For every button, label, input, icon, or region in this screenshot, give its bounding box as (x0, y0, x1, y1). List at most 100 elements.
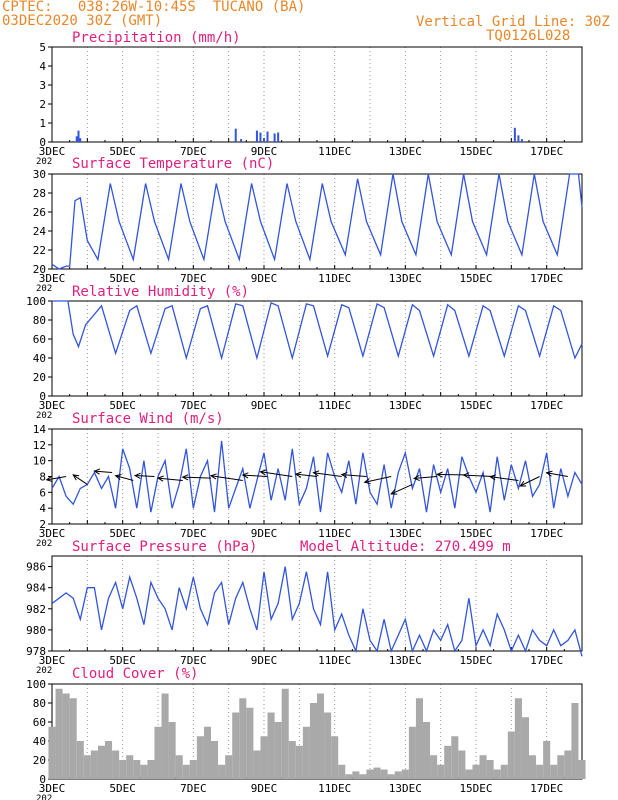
precipitation-panel: Precipitation (mm/h) 0 1 2 3 4 5 3DEC 5DEC 7DEC 9… (36, 30, 583, 167)
cloud-bar (295, 745, 303, 779)
wind-arrow (46, 476, 67, 481)
rh-x-tick-label: 5DEC (109, 399, 136, 412)
rh-x-tick-label: 13DEC (389, 399, 422, 412)
cloud-x-tick-label: 17DEC (530, 782, 563, 795)
precip-bar (234, 128, 237, 142)
wind-y-tick-label: 14 (33, 423, 47, 436)
cloud-bar (147, 760, 155, 779)
rh-y-tick-label: 20 (33, 371, 46, 384)
cloud-bar (182, 764, 190, 779)
cloud-bar (317, 693, 325, 779)
cloud-bar (423, 722, 431, 779)
wind-arrow (490, 476, 519, 481)
cloud-bar (55, 688, 63, 779)
cloud-bar (62, 693, 70, 779)
wind-arrow (115, 475, 134, 481)
cloud-x-tick-label: 11DEC (318, 782, 351, 795)
cloud-bar (493, 769, 501, 779)
wind-x-tick-label: 17DEC (530, 527, 563, 540)
precip-bar (277, 132, 280, 142)
cloud-bar (90, 750, 98, 779)
cloud-bar (154, 726, 162, 779)
header-model-id: TQ0126L028 (486, 28, 571, 44)
cloud-bar (175, 755, 183, 779)
pres-x-tick-label: 5DEC (109, 654, 136, 667)
wind-arrow-head (519, 480, 527, 487)
humidity-panel: Relative Humidity (%) 0 20 40 60 80 100 3DEC 5D… (26, 284, 583, 421)
cloud-bar (564, 750, 572, 779)
temp-year-label: 202 (36, 284, 52, 294)
precip-bar (273, 133, 276, 142)
wind-arrow-head (259, 469, 267, 476)
cloud-bar (465, 769, 473, 779)
wind-arrow (295, 473, 318, 477)
cloud-bar (211, 741, 219, 779)
rh-y-tick-label: 40 (33, 352, 46, 365)
cloud-bar (119, 760, 127, 779)
precip-bar (79, 138, 82, 142)
wind-x-tick-label: 15DEC (459, 527, 492, 540)
temperature-panel: Surface Temperature (nC) 20 22 24 26 28 30 3DE… (33, 156, 583, 294)
wind-year-label: 202 (36, 539, 52, 549)
wind-arrow (341, 474, 367, 477)
cloud-bar (133, 760, 141, 779)
wind-arrow (414, 476, 438, 479)
temp-x-tick-label: 9DEC (251, 272, 278, 285)
cloud-x-tick-label: 9DEC (251, 782, 278, 795)
precip-x-tick-label: 9DEC (251, 145, 278, 158)
wind-arrow-head (390, 489, 398, 495)
cloud-bar (281, 688, 289, 779)
cloud-x-tick-label: 15DEC (459, 782, 492, 795)
rh-x-tick-label: 15DEC (459, 399, 492, 412)
wind-y-tick-label: 10 (33, 455, 46, 468)
pres-x-tick-label: 7DEC (180, 654, 207, 667)
cloud-bar (486, 760, 494, 779)
cloud-bar (288, 741, 296, 779)
precip-x-tick-label: 7DEC (180, 145, 207, 158)
wind-x-tick-label: 11DEC (318, 527, 351, 540)
precip-y-tick-label: 0 (39, 136, 46, 149)
rh-x-tick-label: 7DEC (180, 399, 207, 412)
cloud-bar (225, 755, 233, 779)
cloud-bar (529, 755, 537, 779)
wind-arrow (390, 483, 413, 495)
wind-arrow (364, 476, 392, 483)
wind-y-tick-label: 8 (39, 471, 46, 484)
cloud-bar (521, 717, 529, 779)
precip-x-tick-label: 13DEC (389, 145, 422, 158)
cloud-bar (260, 736, 268, 779)
cloud-bar (387, 774, 395, 779)
wind-arrow-head (312, 470, 320, 477)
cloud-bar (479, 755, 487, 779)
cloud-bar (69, 698, 77, 779)
wind-arrow-head (340, 471, 348, 479)
pres-x-tick-label: 11DEC (318, 654, 351, 667)
cloud-bar (458, 750, 466, 779)
temperature-title: Surface Temperature (nC) (72, 156, 274, 172)
precip-frame (51, 46, 583, 143)
wind-arrow-head (72, 474, 80, 481)
cloud-y-tick-label: 40 (33, 735, 46, 748)
cloud-bar (83, 755, 91, 779)
rh-x-tick-label: 11DEC (318, 399, 351, 412)
precip-bar (72, 141, 75, 142)
wind-arrow-head (241, 472, 249, 479)
pres-x-tick-label: 17DEC (530, 654, 563, 667)
pressure-title: Surface Pressure (hPa) (72, 539, 257, 555)
pres-x-tick-label: 9DEC (251, 654, 278, 667)
precip-bar (240, 139, 243, 142)
wind-x-tick-label: 3DEC (39, 527, 66, 540)
temp-y-tick-label: 24 (33, 225, 47, 238)
cloud-bar (331, 736, 339, 779)
cloud-bar (168, 722, 176, 779)
rh-series-line (52, 300, 583, 361)
rh-y-tick-label: 80 (33, 314, 46, 327)
precip-x-tick-label: 15DEC (459, 145, 492, 158)
precip-bar (517, 135, 520, 142)
temp-y-tick-label: 30 (33, 168, 46, 181)
cloud-bar (352, 771, 360, 779)
wind-x-tick-label: 13DEC (389, 527, 422, 540)
cloud-bar (239, 698, 247, 779)
cloud-bar (543, 741, 551, 779)
pres-y-tick-label: 980 (26, 624, 46, 637)
